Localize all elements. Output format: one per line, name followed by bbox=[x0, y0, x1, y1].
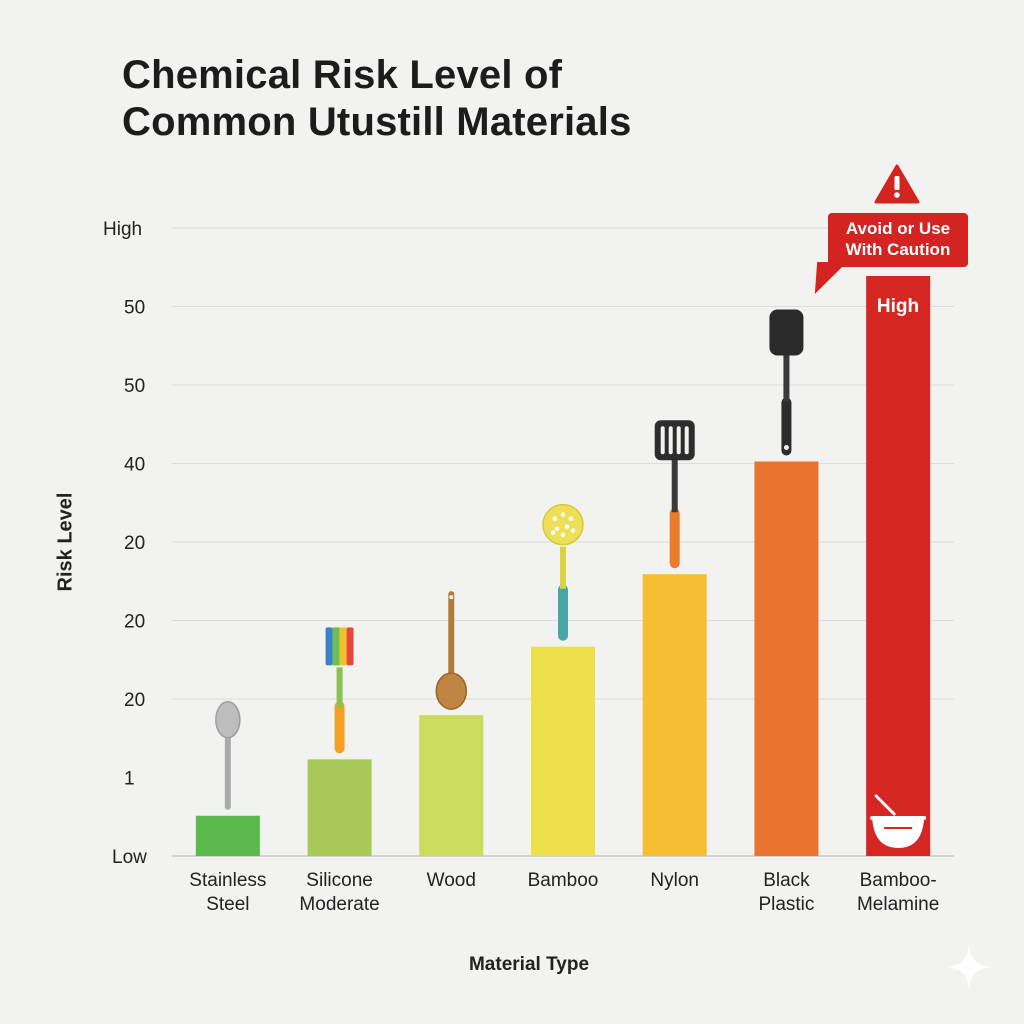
bar-layer bbox=[195, 276, 931, 856]
bar bbox=[307, 759, 372, 856]
bar bbox=[531, 646, 595, 856]
bowl-icon bbox=[870, 794, 927, 848]
x-tick-label: Silicone bbox=[306, 870, 373, 891]
x-tick-label: Wood bbox=[427, 870, 476, 891]
chart-title-line-1: Chemical Risk Level of bbox=[122, 53, 563, 97]
caution-callout: Avoid or Use With Caution bbox=[828, 213, 968, 267]
x-tick-label: Moderate bbox=[299, 894, 379, 915]
y-tick-layer: Low 1 20 20 20 40 50 50 High bbox=[103, 219, 147, 868]
y-tick-label: 1 bbox=[124, 769, 135, 790]
slotted-turner-icon bbox=[654, 420, 695, 569]
y-tick-label: 20 bbox=[124, 690, 145, 711]
bar bbox=[866, 276, 931, 856]
y-tick-label: 50 bbox=[124, 376, 145, 397]
slotted-spoon-icon bbox=[542, 503, 584, 641]
x-tick-label: Nylon bbox=[650, 870, 699, 891]
bar bbox=[642, 574, 707, 856]
bar bbox=[419, 715, 484, 856]
utensil-layer bbox=[215, 309, 927, 848]
y-tick-label: 20 bbox=[124, 612, 145, 633]
x-axis-label: Material Type bbox=[468, 954, 590, 975]
x-tick-label: Melamine bbox=[857, 894, 939, 915]
y-tick-label: 50 bbox=[124, 298, 145, 319]
sparkle-icon bbox=[946, 944, 992, 990]
y-tick-label: High bbox=[103, 219, 142, 240]
x-tick-label: Stainless bbox=[189, 870, 266, 891]
y-tick-label: 40 bbox=[124, 455, 145, 476]
bar-high-label: High bbox=[876, 296, 920, 317]
chart-title-line-2: Common Utustill Materials bbox=[122, 100, 632, 144]
y-tick-label: 20 bbox=[124, 533, 145, 554]
wooden-spoon-icon bbox=[435, 591, 468, 710]
x-tick-label: Steel bbox=[206, 894, 249, 915]
spoon-icon bbox=[215, 700, 241, 810]
bar bbox=[195, 815, 260, 856]
warning-triangle-icon bbox=[874, 164, 920, 204]
callout-line-2: With Caution bbox=[845, 240, 951, 259]
x-tick-label: Black bbox=[763, 870, 810, 891]
x-tick-label: Bamboo bbox=[528, 870, 599, 891]
chart-title: Chemical Risk Level of Common Utustill M… bbox=[122, 52, 822, 146]
callout-line-1: Avoid or Use bbox=[845, 219, 951, 238]
y-tick-label: Low bbox=[112, 847, 147, 868]
bar bbox=[754, 461, 819, 856]
silicone-spatula-icon bbox=[325, 627, 354, 754]
x-tick-label: Plastic bbox=[758, 894, 814, 915]
black-spatula-icon bbox=[769, 309, 804, 456]
x-tick-label: Bamboo- bbox=[860, 870, 937, 891]
x-tick-layer: Stainless Steel Silicone Moderate Wood Bamboo… bbox=[189, 870, 939, 915]
